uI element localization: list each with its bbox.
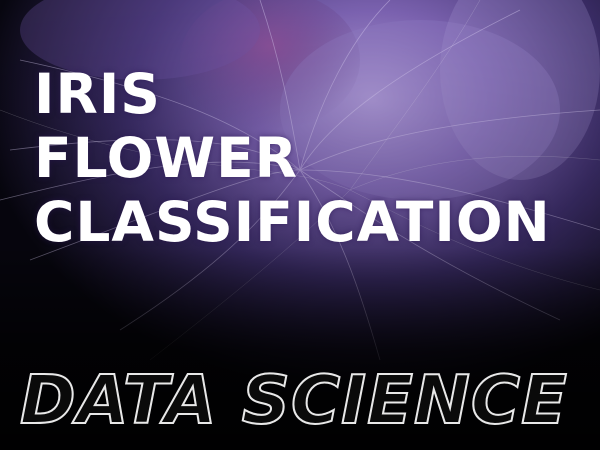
title-line-1: IRIS: [34, 62, 161, 126]
poster-title: IRIS FLOWER CLASSIFICATION: [34, 62, 551, 254]
data-science-label: DATA SCIENCE: [19, 361, 568, 439]
title-line-2: FLOWER: [34, 126, 299, 190]
title-line-3: CLASSIFICATION: [34, 190, 551, 254]
